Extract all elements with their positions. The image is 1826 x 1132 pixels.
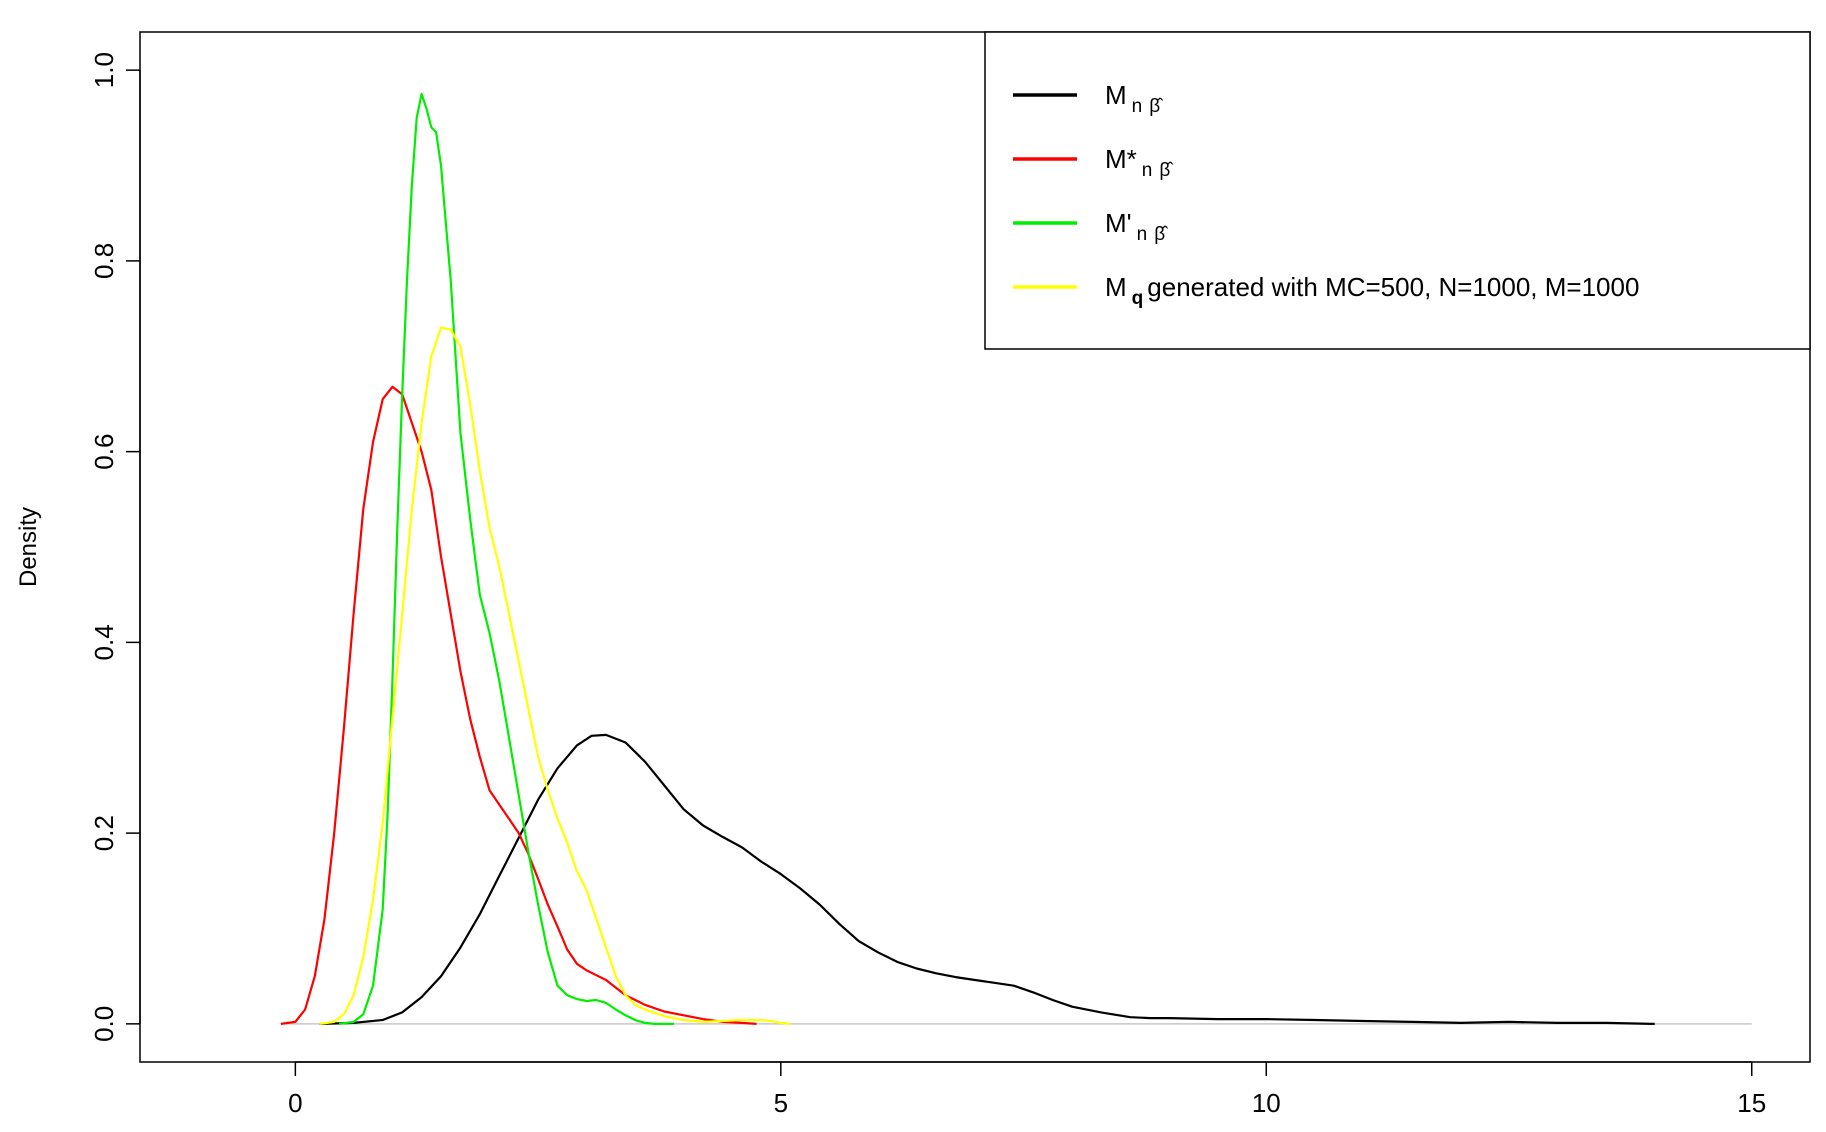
legend-label-main: M* (1105, 144, 1137, 174)
legend-label-sub: n (1132, 96, 1143, 117)
y-tick-label: 0.0 (89, 1006, 119, 1042)
y-tick-label: 0.6 (89, 434, 119, 470)
series-line-3 (338, 92, 674, 1025)
series-layer (280, 92, 1655, 1025)
x-tick-label: 10 (1252, 1088, 1281, 1118)
series-line-1 (319, 733, 1655, 1025)
x-tick-label: 0 (288, 1088, 302, 1118)
y-tick-label: 0.8 (89, 243, 119, 279)
legend-label-main: M' (1105, 208, 1132, 238)
y-tick-label: 0.2 (89, 815, 119, 851)
legend-label-suffix: generated with MC=500, N=1000, M=1000 (1147, 272, 1639, 302)
legend-label-main: M (1105, 80, 1127, 110)
y-tick-label: 1.0 (89, 52, 119, 88)
series-line-2 (280, 385, 757, 1025)
legend-label-sub: n (1142, 160, 1153, 181)
x-axis: 0 5 10 15 (288, 1061, 1766, 1118)
legend-label-sub: q (1132, 288, 1144, 309)
legend-label-sub: n (1137, 224, 1148, 245)
y-axis-title: Density (15, 507, 42, 587)
x-tick-label: 15 (1737, 1088, 1766, 1118)
y-tick-label: 0.4 (89, 624, 119, 660)
legend-label-main: M (1105, 272, 1127, 302)
x-tick-label: 5 (774, 1088, 788, 1118)
series-line-4 (319, 326, 791, 1025)
legend-box (984, 31, 1811, 350)
y-axis: 0.0 0.2 0.4 0.6 0.8 1.0 (89, 52, 141, 1042)
